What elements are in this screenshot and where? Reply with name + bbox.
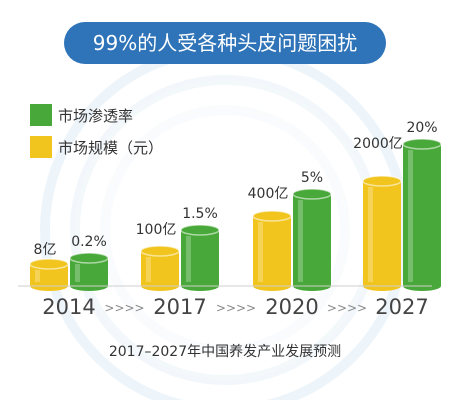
value-label-penetration-rate: 20% [406, 120, 437, 136]
value-label-market-size: 400亿 [248, 186, 289, 202]
bars-layer [29, 138, 442, 291]
bar-penetration-rate-shine [298, 200, 303, 282]
value-label-market-size: 8亿 [34, 242, 57, 258]
bar-market-size-body [30, 264, 68, 286]
bar-market-size-body [141, 251, 179, 286]
bar-penetration-rate-top [402, 138, 442, 150]
banner-pill [64, 22, 386, 64]
bar-penetration-rate-shine [408, 150, 413, 282]
x-separator: >>>> [104, 301, 144, 315]
legend-swatch [30, 136, 52, 158]
bar-market-size-top [140, 245, 180, 257]
value-label-penetration-rate: 1.5% [182, 206, 218, 222]
x-axis: 2014 >>>> 2017 >>>> 2020 >>>> 2027 [42, 295, 428, 319]
legend-swatch [30, 104, 52, 126]
bar-market-size-shine [146, 257, 151, 282]
bar-market-size-top [362, 175, 402, 187]
banner-text: 99%的人受各种头皮问题困扰 [93, 31, 357, 55]
bar-market-size [140, 245, 180, 291]
bar-market-size-body [253, 216, 291, 286]
legend-label: 市场渗透率 [58, 107, 133, 125]
bar-penetration-rate-top [69, 252, 109, 264]
bar-penetration-rate-top [180, 224, 220, 236]
bar-penetration-rate-top [292, 188, 332, 200]
bar-penetration-rate-body [403, 144, 441, 286]
x-tick-label: 2017 [153, 295, 206, 319]
x-tick-label: 2027 [375, 295, 428, 319]
bar-market-size-shine [368, 187, 373, 282]
bar-market-size-shine [35, 270, 40, 282]
value-label-penetration-rate: 5% [301, 170, 323, 186]
bar-market-size-top [252, 210, 292, 222]
bar-market-size [252, 210, 292, 291]
legend-label: 市场规模（元） [58, 139, 163, 157]
bar-penetration-rate [69, 252, 109, 291]
bar-market-size [362, 175, 402, 291]
bar-penetration-rate [402, 138, 442, 291]
x-separator: >>>> [216, 301, 256, 315]
bar-penetration-rate [292, 188, 332, 291]
bar-market-size-top [29, 258, 69, 270]
x-tick-label: 2014 [42, 295, 95, 319]
background-glow [65, 70, 385, 390]
caption: 2017–2027年中国养发产业发展预测 [109, 344, 341, 360]
x-separator: >>>> [327, 301, 367, 315]
bar-market-size-body [363, 181, 401, 286]
banner: 99%的人受各种头皮问题困扰 [64, 22, 386, 64]
x-tick-label: 2020 [265, 295, 318, 319]
bar-penetration-rate-shine [75, 264, 80, 282]
bar-penetration-rate-body [181, 230, 219, 286]
value-label-market-size: 2000亿 [353, 136, 403, 152]
bar-market-size-shine [258, 222, 263, 282]
value-label-market-size: 100亿 [136, 222, 177, 238]
bar-penetration-rate-body [293, 194, 331, 286]
bar-penetration-rate-shine [186, 236, 191, 282]
bar-penetration-rate [180, 224, 220, 291]
value-label-penetration-rate: 0.2% [71, 234, 107, 250]
